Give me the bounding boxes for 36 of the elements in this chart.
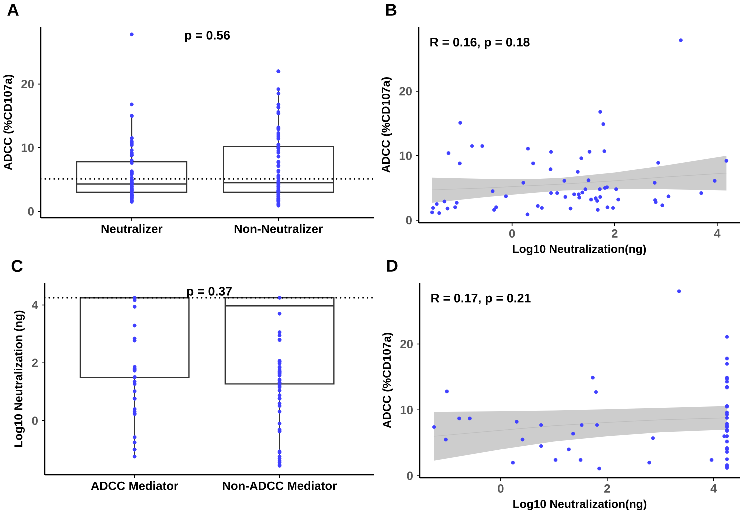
annotation: p = 0.37	[187, 287, 232, 298]
y-tick-label: 20	[400, 87, 412, 96]
annotation: p = 0.56	[185, 31, 230, 42]
y-tick-label: 0	[28, 207, 34, 216]
x-tick-label: 0	[509, 230, 516, 238]
x-tick-label: Non-Neutralizer	[234, 224, 323, 234]
x-tick-label: 2	[604, 484, 610, 493]
y-tick-label: 10	[400, 406, 413, 414]
chart-title: B	[386, 4, 397, 16]
chart-title: A	[8, 4, 19, 16]
annotation: R = 0.16, p = 0.18	[430, 38, 530, 50]
x-axis-title: Log10 Neutralization(ng)	[514, 500, 647, 511]
y-axis-title: ADCC (%CD107a)	[4, 75, 14, 170]
y-tick-label: 2	[32, 358, 38, 368]
x-tick-label: 2	[612, 230, 618, 238]
x-tick-label: Neutralizer	[102, 224, 163, 234]
y-tick-label: 0	[32, 416, 38, 426]
x-tick-label: Non-ADCC Mediator	[223, 482, 338, 490]
x-tick-label: ADCC Mediator	[91, 482, 178, 490]
y-axis-title: Log10 Neutralization (ng)	[14, 310, 25, 447]
y-tick-label: 20	[22, 80, 34, 89]
x-tick-label: 4	[710, 484, 718, 493]
y-tick-label: 10	[400, 152, 412, 160]
y-tick-label: 20	[400, 340, 413, 348]
x-axis-title: Log10 Neutralization(ng)	[513, 244, 646, 256]
y-tick-label: 0	[407, 472, 413, 480]
annotation: R = 0.17, p = 0.21	[432, 294, 531, 306]
y-tick-label: 4	[32, 301, 38, 310]
y-axis-title: ADCC (%CD107a)	[382, 78, 392, 173]
chart-title: C	[12, 260, 23, 272]
x-tick-label: 4	[714, 230, 721, 238]
y-tick-label: 0	[406, 216, 412, 225]
x-tick-label: 0	[498, 484, 504, 493]
y-tick-label: 10	[22, 144, 34, 152]
chart-title: D	[387, 260, 398, 272]
y-axis-title: ADCC (%CD107a)	[382, 333, 394, 428]
